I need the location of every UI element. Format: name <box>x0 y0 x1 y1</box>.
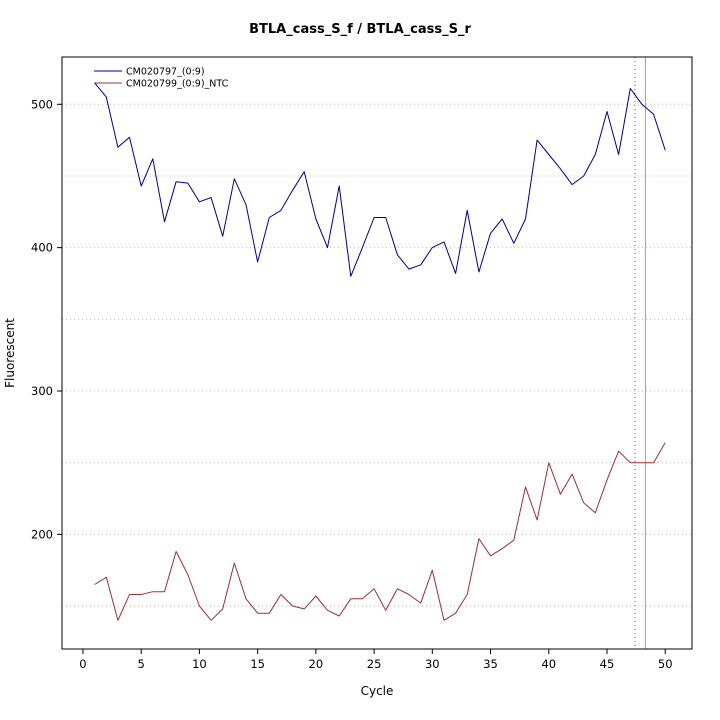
legend-label-1: CM020799_(0:9)_NTC <box>126 79 229 90</box>
chart-title: BTLA_cass_S_f / BTLA_cass_S_r <box>249 22 471 37</box>
x-tick-label: 0 <box>79 657 86 671</box>
legend-label-0: CM020797_(0:9) <box>126 67 205 78</box>
x-tick-label: 25 <box>367 657 382 671</box>
x-tick-label: 10 <box>192 657 207 671</box>
series-line-1 <box>94 442 666 621</box>
x-tick-label: 20 <box>309 657 324 671</box>
y-tick-label: 500 <box>31 97 53 111</box>
x-tick-label: 40 <box>541 657 556 671</box>
x-tick-label: 15 <box>250 657 265 671</box>
x-tick-label: 35 <box>483 657 498 671</box>
x-tick-label: 30 <box>425 657 440 671</box>
y-tick-label: 300 <box>31 384 53 398</box>
x-tick-label: 50 <box>658 657 673 671</box>
series-line-0 <box>94 82 666 277</box>
y-tick-label: 400 <box>31 241 53 255</box>
y-tick-label: 200 <box>31 527 53 541</box>
x-tick-label: 45 <box>600 657 615 671</box>
x-axis-label: Cycle <box>360 684 394 698</box>
plot-frame <box>61 56 693 650</box>
x-tick-label: 5 <box>138 657 145 671</box>
